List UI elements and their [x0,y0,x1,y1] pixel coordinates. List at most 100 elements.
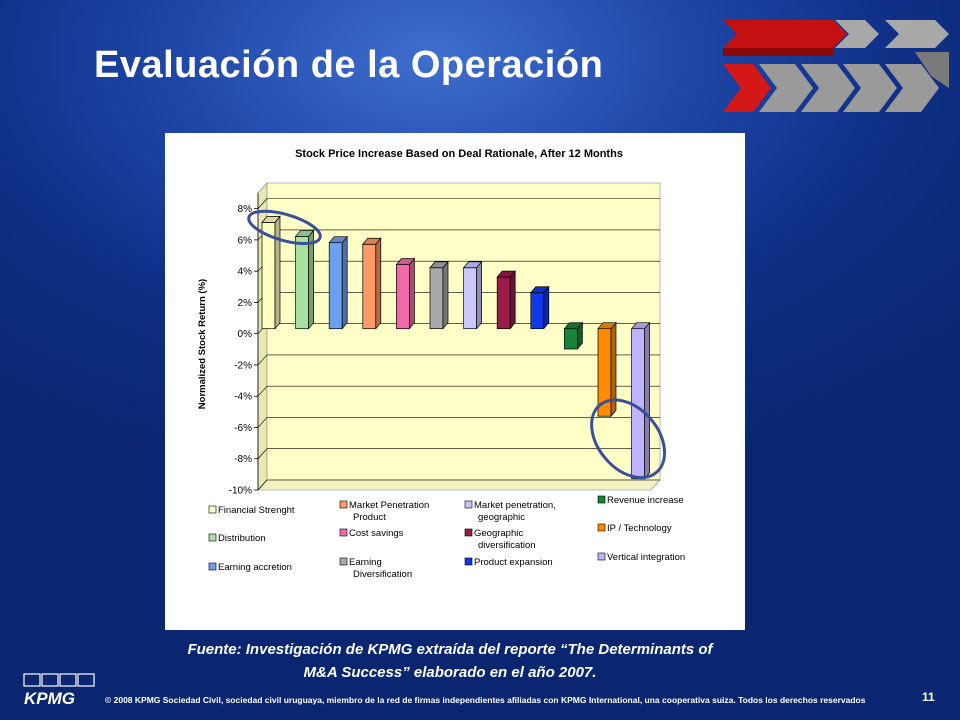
y-tick-label: -10% [229,486,252,497]
bar-front [295,236,309,330]
slide-title: Evaluación de la Operación [94,44,604,86]
bar-top [496,270,516,278]
legend-label-line: Geographic [474,528,523,539]
highlight-ellipse [247,209,322,246]
legend-swatch [339,557,348,566]
bar [261,215,281,330]
bar [530,285,550,330]
y-tick-label: -2% [234,360,252,371]
legend-label: Market penetration, geographic [474,500,556,523]
y-tick-label: 8% [238,204,253,215]
bar [294,229,315,330]
bar [563,321,584,350]
legend-swatch [597,523,606,532]
gridline-depth [257,354,268,366]
bar-front [362,243,377,330]
legend-swatch [339,528,348,537]
y-tick-label: 2% [238,298,253,309]
bar-top [395,258,416,265]
bar-side [644,321,650,480]
bar [328,235,348,330]
legend-label-line: Market penetration, [474,500,556,511]
bar [429,260,449,330]
y-tick-label: -8% [234,454,252,465]
y-tick-label: -6% [234,423,252,434]
bar-side [543,285,550,330]
legend-label: Financial Strenght [218,505,295,516]
legend-label-line: Distribution [218,533,266,544]
y-axis-label: Normalized Stock Return (%) [197,279,208,409]
bar-top [563,322,584,330]
y-tick-label: -4% [234,392,252,403]
legend-label-line: Earning [349,557,382,568]
legend-label: Vertical integration [607,552,685,563]
legend-label: Market Penetration Product [349,500,429,523]
legend-label-line: Financial Strenght [218,505,295,516]
legend-label-line: Revenue increase [607,495,684,506]
legend-label: Cost savings [349,528,404,539]
legend-label-line: IP / Technology [607,523,672,534]
source-line-2: M&A Success” elaborado en el año 2007. [303,664,597,681]
bar-front [463,267,477,330]
bar-front [429,267,444,330]
chevron-bottom-row [723,52,949,112]
legend-item: Vertical integration [597,552,685,563]
bar-chart: Stock Price Increase Based on Deal Ratio… [197,148,685,580]
bar-series [261,215,651,480]
bar-side [476,260,482,330]
footer-copyright: © 2008 KPMG Sociedad Civil, sociedad civ… [105,695,866,705]
legend-label-line: Cost savings [349,528,404,539]
legend-swatch [464,528,473,537]
plot-back-wall [266,182,661,481]
legend-item: Financial Strenght [208,505,295,516]
bar-front [328,242,343,330]
legend-item: Market penetration, geographic [464,500,556,523]
bar-side [610,321,617,418]
legend-label-line: Diversification [353,569,412,580]
legend-label: Revenue increase [607,495,684,506]
y-tick-label: 4% [238,267,253,278]
legend-item: Product expansion [464,557,553,568]
legend-label-line: Product [353,512,386,523]
bar-front [496,276,511,330]
legend-item: Geographic diversification [464,528,536,551]
chart-panel: Stock Price Increase Based on Deal Ratio… [165,133,745,630]
gridline-depth [257,386,268,397]
legend-label: Earning Diversification [349,557,412,580]
bar [496,270,516,330]
highlight-ellipse [590,398,667,480]
bar-front [396,264,410,330]
legend-swatch [464,557,473,566]
legend-label-line: Product expansion [474,557,553,568]
bar-side [274,215,281,330]
bar-top [362,237,382,245]
bar [630,321,651,480]
chart-title: Stock Price Increase Based on Deal Ratio… [295,148,623,160]
bar-top [328,236,348,244]
plot-floor [257,479,661,491]
bar [362,237,382,330]
legend-label: Product expansion [474,557,553,568]
legend-item: Market Penetration Product [339,500,429,523]
bar [395,257,416,330]
chevron-arrows-graphic [723,20,949,112]
legend-item: IP / Technology [597,523,672,534]
bar-top [294,230,315,237]
bar-side [509,270,516,330]
bar-front [564,328,578,350]
legend-item: Cost savings [339,528,404,539]
chart-plot-area [257,182,661,491]
bar [597,321,617,418]
legend-swatch [208,505,217,514]
y-tick-label: 6% [238,235,253,246]
legend-label-line: diversification [478,540,536,551]
legend-swatch [464,500,473,509]
bar-top [462,261,483,269]
legend-label-line: Vertical integration [607,552,685,563]
legend-swatch [339,500,348,509]
gridline-depth [257,448,268,459]
bar-side [341,235,348,330]
kpmg-logo-text: KPMG [24,689,75,708]
bar-top [597,322,617,330]
legend-item: Earning Diversification [339,557,412,580]
